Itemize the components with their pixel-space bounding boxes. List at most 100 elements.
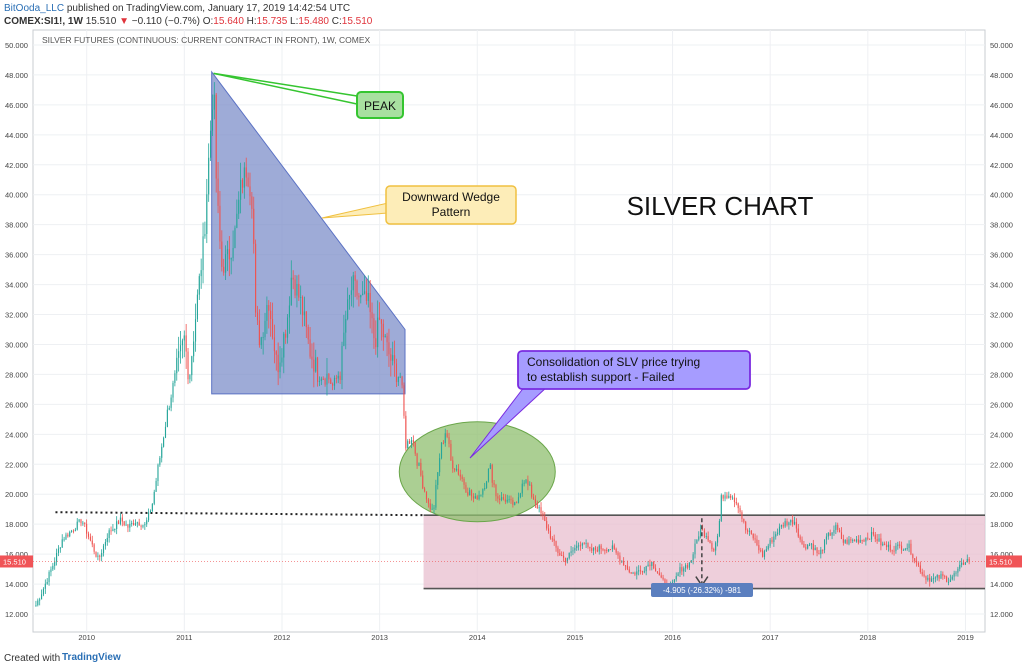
candle-body (424, 488, 426, 492)
candle-body (354, 275, 356, 281)
candle-body (435, 484, 437, 508)
candle-body (172, 382, 174, 398)
candle-body (170, 397, 172, 408)
candle-body (431, 508, 433, 510)
candle-body (371, 312, 373, 319)
candle-body (893, 550, 895, 552)
candle-body (561, 555, 563, 557)
candle-body (121, 517, 123, 522)
candle-body (52, 565, 54, 570)
candle-body (673, 579, 675, 583)
candle-body (39, 599, 41, 601)
candle-body (572, 550, 574, 552)
candle-body (117, 521, 120, 524)
x-tick-label: 2015 (567, 633, 584, 642)
candle-body (516, 502, 518, 504)
price-chart[interactable]: 12.000 14.000 16.000 18.000 20.000 22.000 24.0… (0, 0, 1024, 650)
candle-body (153, 491, 155, 504)
candle-body (127, 524, 129, 528)
candle-body (929, 577, 931, 582)
candle-body (191, 356, 193, 376)
candle-body (455, 468, 458, 471)
y-tick-label-left: 18.000 (5, 520, 28, 529)
wedge-pattern (211, 70, 406, 395)
candle-body (91, 540, 93, 545)
x-tick-label: 2013 (371, 633, 388, 642)
candle-body (959, 564, 961, 569)
y-tick-label-left: 48.000 (5, 71, 28, 80)
candle-body (123, 521, 125, 526)
candle-body (790, 520, 792, 523)
candle-body (46, 582, 48, 584)
candles (35, 82, 970, 607)
candle-body (42, 588, 45, 595)
candle-body (348, 294, 351, 300)
tradingview-logo[interactable]: TradingView (62, 652, 121, 663)
candle-body (313, 359, 315, 372)
y-tick-label-right: 32.000 (990, 311, 1013, 320)
candle-body (185, 335, 187, 352)
candle-body (506, 499, 508, 502)
candle-body (895, 545, 897, 552)
candle-body (606, 549, 608, 552)
candle-body (501, 497, 503, 500)
candle-body (808, 544, 811, 546)
candle-body (392, 355, 394, 361)
high-label: H: (246, 16, 257, 27)
candle-body (679, 567, 681, 574)
candle-body (377, 317, 379, 348)
candle-body (837, 524, 839, 530)
candle-body (80, 519, 82, 524)
candle-body (347, 299, 349, 319)
candle-body (711, 543, 713, 550)
candle-body (585, 542, 587, 544)
candle-body (784, 521, 786, 527)
candle-body (598, 545, 600, 552)
candle-body (264, 320, 266, 338)
candle-body (852, 540, 854, 542)
measure-label: -4.905 (-26.32%) -981 (663, 586, 742, 595)
candle-body (298, 283, 300, 298)
candle-body (225, 254, 227, 273)
candle-body (730, 495, 732, 498)
candle-body (839, 529, 841, 533)
candle-body (300, 297, 302, 299)
candle-body (270, 310, 272, 320)
candle-body (311, 356, 313, 360)
candle-body (698, 536, 700, 540)
candle-body (37, 600, 39, 606)
candle-body (887, 544, 889, 548)
candle-body (540, 507, 542, 514)
candle-body (478, 495, 480, 500)
candle-body (944, 576, 946, 578)
candle-body (780, 525, 782, 527)
candle-body (722, 495, 724, 499)
candle-body (63, 539, 65, 541)
candle-body (904, 548, 906, 550)
candle-body (529, 484, 531, 486)
created-with-text: Created with (4, 653, 61, 664)
y-tick-label-right: 48.000 (990, 71, 1013, 80)
candle-body (487, 468, 490, 482)
candle-body (760, 550, 762, 552)
candle-body (196, 294, 198, 320)
candle-body (133, 523, 135, 526)
candle-body (489, 464, 491, 469)
candle-body (596, 549, 598, 552)
candle-body (728, 495, 730, 498)
candle-body (645, 566, 647, 572)
candle-body (715, 542, 717, 551)
candle-body (44, 583, 46, 589)
candle-body (217, 178, 219, 206)
candle-body (578, 545, 580, 547)
price-tag-right (986, 555, 1022, 568)
candle-body (350, 290, 352, 295)
zones (55, 70, 986, 590)
candle-body (302, 297, 304, 316)
candle-body (961, 562, 963, 565)
y-axis-left: 12.000 14.000 16.000 18.000 20.000 22.000 24.0… (5, 41, 28, 619)
author-link[interactable]: BitOoda_LLC (4, 3, 65, 14)
x-tick-label: 2019 (957, 633, 974, 642)
candle-body (782, 525, 784, 527)
candle-body (112, 529, 114, 532)
